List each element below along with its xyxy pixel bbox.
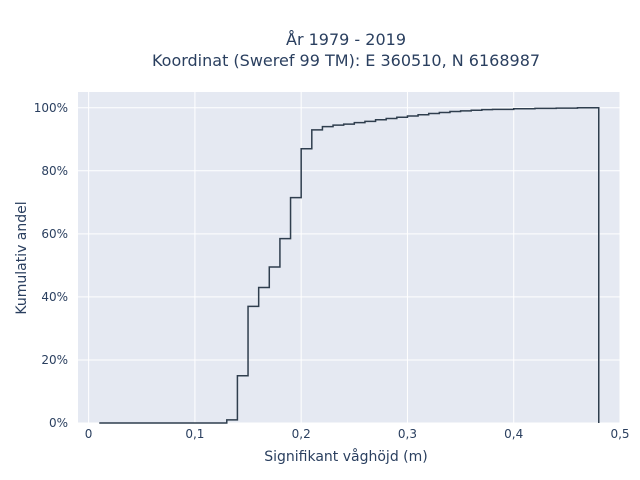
series-layer (99, 107, 600, 424)
tick-layer: 0 0,1 0,2 0,3 0,4 0,5 0% 20% 40% 60% 80% 100% (34, 101, 630, 441)
x-tick-label: 0,1 (185, 427, 204, 441)
x-tick-label: 0,3 (398, 427, 417, 441)
chart-title-line1: År 1979 - 2019 (286, 30, 406, 49)
y-tick-label: 40% (41, 290, 68, 304)
x-tick-label: 0 (85, 427, 93, 441)
y-tick-label: 60% (41, 227, 68, 241)
y-tick-label: 0% (49, 416, 68, 430)
x-tick-label: 0,4 (504, 427, 523, 441)
x-axis-title: Signifikant våghöjd (m) (264, 448, 427, 465)
y-tick-label: 20% (41, 353, 68, 367)
y-axis-title: Kumulativ andel (14, 201, 30, 314)
y-tick-label: 80% (41, 164, 68, 178)
chart-title-line2: Koordinat (Sweref 99 TM): E 360510, N 61… (152, 51, 540, 70)
x-tick-label: 0,2 (292, 427, 311, 441)
x-tick-label: 0,5 (610, 427, 629, 441)
cdf-step-line (99, 107, 600, 424)
y-tick-label: 100% (34, 101, 68, 115)
plot-area (78, 92, 620, 423)
